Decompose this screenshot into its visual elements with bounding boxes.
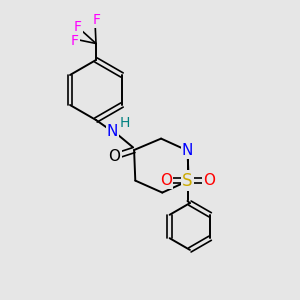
Text: N: N (107, 124, 118, 139)
Text: F: F (74, 20, 81, 34)
Text: S: S (182, 172, 193, 190)
Text: F: F (70, 34, 78, 48)
Text: O: O (160, 173, 172, 188)
Text: H: H (120, 116, 130, 130)
Text: O: O (203, 173, 215, 188)
Text: F: F (93, 13, 101, 27)
Text: O: O (109, 149, 121, 164)
Text: N: N (182, 143, 193, 158)
